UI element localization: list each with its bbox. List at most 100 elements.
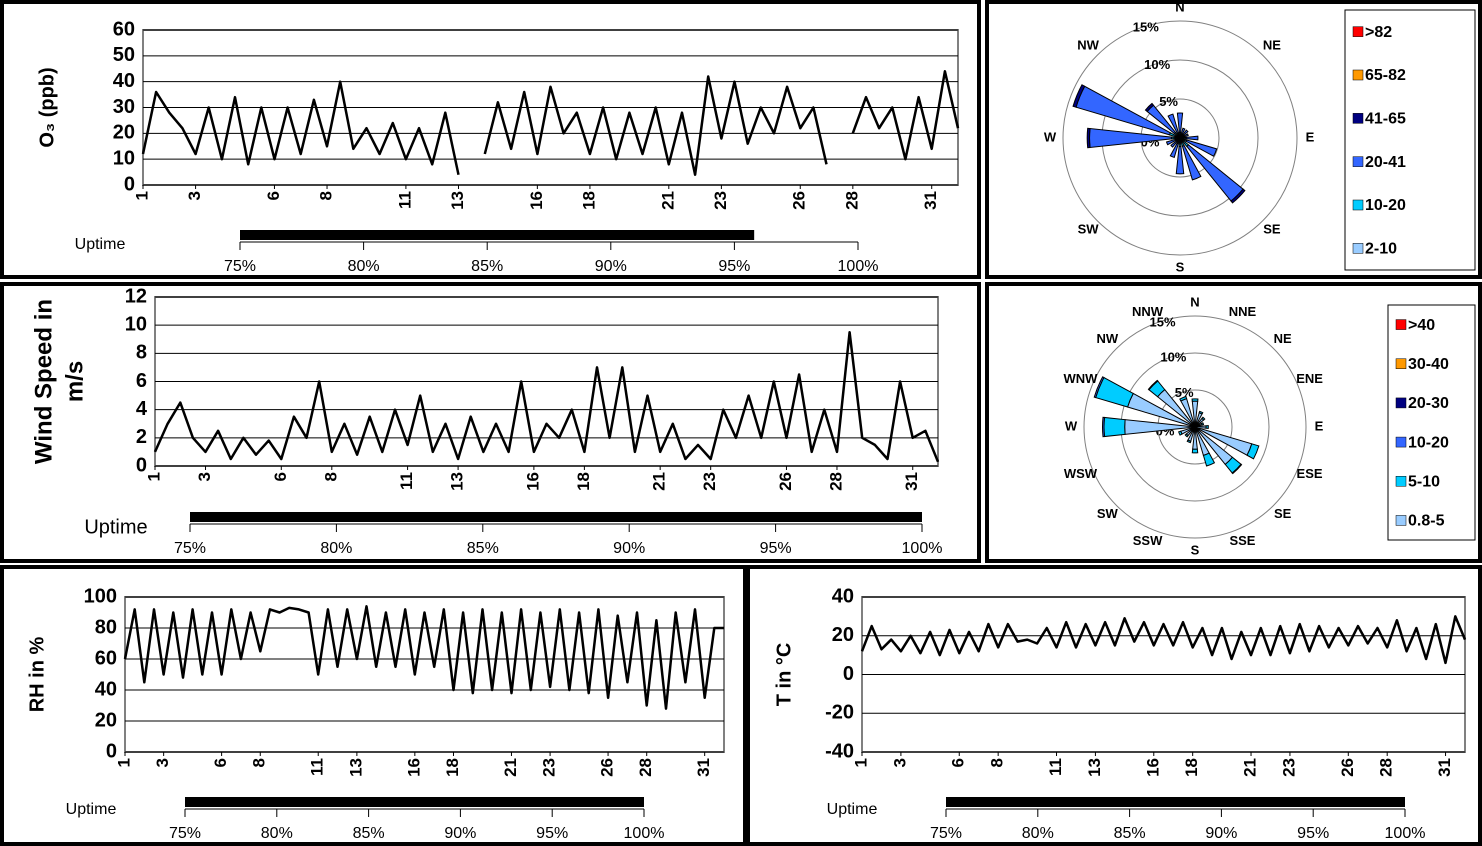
x-tick-label: 11 xyxy=(308,758,327,776)
uptime-bar xyxy=(240,230,755,240)
uptime-tick-label: 95% xyxy=(1297,825,1329,842)
y-tick-label: 6 xyxy=(136,370,147,392)
x-tick-label: 11 xyxy=(395,191,414,209)
direction-label: NW xyxy=(1077,38,1099,53)
x-tick-label: 3 xyxy=(185,191,204,200)
y-tick-label: 0 xyxy=(136,454,147,476)
y-tick-label: 4 xyxy=(136,398,148,420)
uptime-tick-label: 80% xyxy=(261,825,293,842)
legend-swatch xyxy=(1395,319,1407,330)
x-tick-label: 1 xyxy=(144,472,163,481)
panel-frame xyxy=(0,282,981,563)
x-tick-label: 1 xyxy=(132,191,151,200)
direction-label: E xyxy=(1306,129,1315,144)
legend-label: 5-10 xyxy=(1408,473,1440,490)
uptime-tick-label: 85% xyxy=(353,825,385,842)
y-tick-label: 2 xyxy=(136,426,147,448)
x-tick-label: 18 xyxy=(574,472,593,491)
direction-label: SSW xyxy=(1133,533,1163,548)
x-tick-label: 16 xyxy=(527,191,546,210)
ring-label: 10% xyxy=(1160,350,1186,365)
y-tick-label: 20 xyxy=(113,122,135,144)
data-line xyxy=(860,615,1467,665)
uptime-tick-label: 80% xyxy=(348,258,380,275)
rose-segment xyxy=(1198,410,1204,415)
x-tick-label: 13 xyxy=(1085,758,1104,777)
y-axis-label: RH in % xyxy=(26,637,48,713)
x-tick-label: 18 xyxy=(579,191,598,210)
legend-label: 10-20 xyxy=(1408,434,1449,451)
y-tick-label: 10 xyxy=(113,147,135,169)
uptime-bar xyxy=(946,797,1405,807)
x-tick-label: 1 xyxy=(114,758,133,767)
y-tick-label: 10 xyxy=(125,313,147,335)
legend-swatch xyxy=(1352,243,1364,254)
y-tick-label: 40 xyxy=(113,70,135,92)
legend-box xyxy=(1387,304,1476,541)
x-tick-label: 26 xyxy=(776,472,795,491)
uptime-tick-label: 85% xyxy=(471,258,503,275)
y-axis-label: T in °C xyxy=(773,643,795,707)
direction-label: SW xyxy=(1097,506,1119,521)
legend-label: 2-10 xyxy=(1365,241,1397,258)
x-tick-label: 28 xyxy=(842,191,861,210)
y-axis-label: O₃ (ppb) xyxy=(36,67,58,147)
x-tick-label: 6 xyxy=(264,191,283,200)
panel-frame xyxy=(985,282,1482,563)
rose-segment xyxy=(1185,139,1218,157)
uptime-tick-label: 85% xyxy=(467,540,499,557)
direction-label: S xyxy=(1191,542,1200,557)
legend-label: 10-20 xyxy=(1365,197,1406,214)
x-tick-label: 13 xyxy=(448,472,467,491)
direction-label: WSW xyxy=(1064,466,1098,481)
uptime-tick-label: 90% xyxy=(595,258,627,275)
y-axis-label: Wind Speed in xyxy=(30,299,57,464)
direction-label: SE xyxy=(1263,221,1281,236)
y-tick-label: 12 xyxy=(125,285,147,307)
x-tick-label: 28 xyxy=(826,472,845,491)
x-tick-label: 13 xyxy=(448,191,467,210)
ring-label: 5% xyxy=(1159,94,1178,109)
direction-label: SW xyxy=(1078,221,1100,236)
x-tick-label: 23 xyxy=(1279,758,1298,777)
y-tick-label: 30 xyxy=(113,96,135,118)
direction-label: E xyxy=(1315,418,1324,433)
x-tick-label: 11 xyxy=(1046,758,1065,776)
x-tick-label: 28 xyxy=(636,758,655,777)
direction-label: SE xyxy=(1274,506,1292,521)
legend-swatch xyxy=(1395,358,1407,369)
y-tick-label: 8 xyxy=(136,342,147,364)
rose-segment xyxy=(1186,439,1192,444)
x-tick-label: 11 xyxy=(397,472,416,490)
y-tick-label: 50 xyxy=(113,44,135,66)
x-tick-label: 23 xyxy=(540,758,559,777)
uptime-tick-label: 100% xyxy=(624,825,665,842)
uptime-label: Uptime xyxy=(66,801,117,818)
x-tick-label: 16 xyxy=(404,758,423,777)
direction-label: ENE xyxy=(1296,371,1323,386)
x-tick-label: 8 xyxy=(988,758,1007,767)
x-tick-label: 26 xyxy=(790,191,809,210)
uptime-tick-label: 75% xyxy=(169,825,201,842)
panel-frame xyxy=(0,0,981,279)
direction-label: WNW xyxy=(1063,371,1098,386)
x-tick-label: 21 xyxy=(1241,758,1260,777)
uptime-tick-label: 95% xyxy=(718,258,750,275)
direction-label: SSE xyxy=(1229,533,1255,548)
uptime-tick-label: 90% xyxy=(444,825,476,842)
direction-label: S xyxy=(1176,259,1185,274)
direction-label: NNE xyxy=(1229,304,1257,319)
legend-swatch xyxy=(1395,436,1407,448)
legend-label: >82 xyxy=(1365,24,1392,41)
direction-label: NNW xyxy=(1132,304,1164,319)
legend-swatch xyxy=(1352,69,1364,81)
uptime-tick-label: 100% xyxy=(902,540,943,557)
data-line xyxy=(123,605,724,710)
rose-segment xyxy=(1072,84,1086,108)
y-tick-label: -40 xyxy=(825,740,854,762)
x-tick-label: 21 xyxy=(658,191,677,210)
x-tick-label: 31 xyxy=(1435,758,1454,777)
rose-segment xyxy=(1147,379,1159,391)
y-tick-label: 100 xyxy=(84,585,117,607)
